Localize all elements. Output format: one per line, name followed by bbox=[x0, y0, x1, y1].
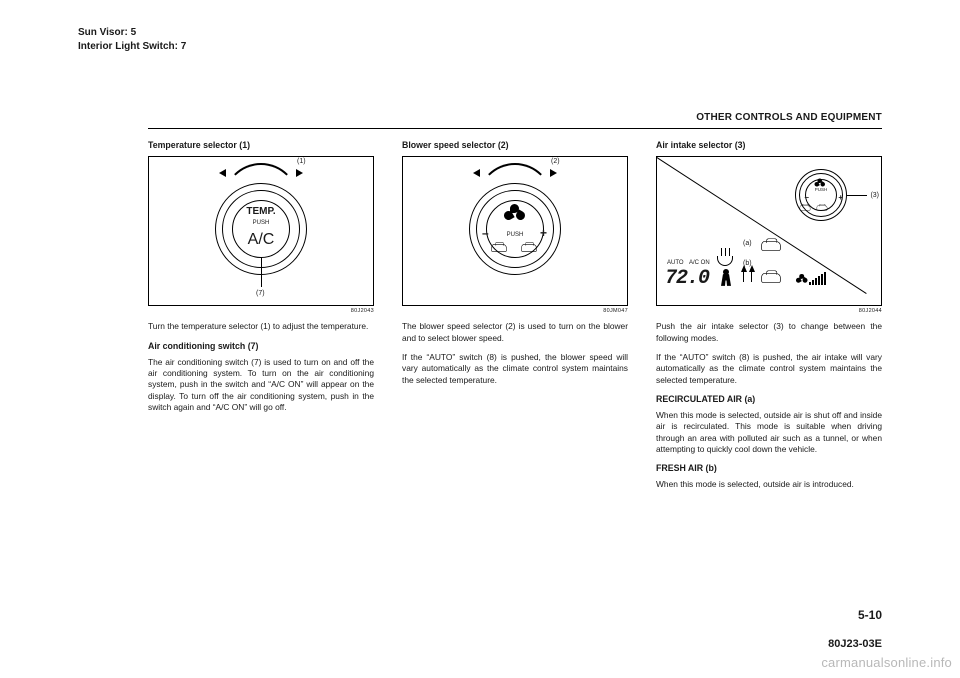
arc-arrow-left bbox=[219, 169, 226, 177]
intake-push-label: PUSH bbox=[805, 187, 837, 193]
callout-7: (7) bbox=[256, 289, 265, 298]
arrow-stem-2 bbox=[751, 272, 752, 282]
figure-temp-selector: (1) TEMP. PUSH A/C (7) bbox=[148, 156, 374, 306]
fig1-code: 80J2043 bbox=[148, 308, 374, 315]
divider-rule bbox=[148, 128, 882, 129]
intake-minus: – bbox=[805, 193, 809, 204]
section-title: OTHER CONTROLS AND EQUIPMENT bbox=[696, 112, 882, 123]
callout-1: (1) bbox=[297, 157, 306, 166]
col1-h2: Air conditioning switch (7) bbox=[148, 341, 374, 353]
col2-p1: The blower speed selector (2) is used to… bbox=[402, 321, 628, 344]
intake-plus: + bbox=[838, 193, 843, 204]
fig3-code: 80J2044 bbox=[656, 308, 882, 315]
fan-icon bbox=[504, 204, 526, 226]
fig2-code: 80JM047 bbox=[402, 308, 628, 315]
document-code: 80J23-03E bbox=[828, 638, 882, 650]
manual-page: Sun Visor: 5 Interior Light Switch: 7 OT… bbox=[0, 0, 960, 678]
dial-push-label: PUSH bbox=[149, 219, 373, 227]
fresh-car-icon bbox=[521, 244, 536, 252]
leader-7 bbox=[261, 257, 262, 287]
col3-h2: RECIRCULATED AIR (a) bbox=[656, 394, 882, 406]
figure-air-intake: PUSH – + (3) AUTO A/C ON 72.0 bbox=[656, 156, 882, 306]
header-line-1: Sun Visor: 5 bbox=[78, 26, 186, 40]
figure-blower-selector: (2) – + PUSH bbox=[402, 156, 628, 306]
content-columns: Temperature selector (1) (1) TEMP. PUSH … bbox=[148, 140, 882, 498]
arc2-arrow-left bbox=[473, 169, 480, 177]
col3-p2: If the “AUTO” switch (8) is pushed, the … bbox=[656, 352, 882, 386]
arrow-stem-1 bbox=[743, 272, 744, 282]
col2-heading: Blower speed selector (2) bbox=[402, 140, 628, 152]
header-line-2: Interior Light Switch: 7 bbox=[78, 40, 186, 54]
car-a-icon bbox=[761, 241, 781, 251]
page-number: 5-10 bbox=[858, 608, 882, 622]
intake-fresh-icon bbox=[817, 205, 828, 210]
dial-temp-label: TEMP. bbox=[149, 205, 373, 219]
callout-a: (a) bbox=[743, 239, 752, 248]
header-notes: Sun Visor: 5 Interior Light Switch: 7 bbox=[78, 26, 186, 54]
col3-heading: Air intake selector (3) bbox=[656, 140, 882, 152]
col3-p4: When this mode is selected, outside air … bbox=[656, 479, 882, 490]
col3-p1: Push the air intake selector (3) to chan… bbox=[656, 321, 882, 344]
callout-2: (2) bbox=[551, 157, 560, 166]
display-fan-icon bbox=[796, 274, 808, 286]
col3-h3: FRESH AIR (b) bbox=[656, 463, 882, 475]
column-1: Temperature selector (1) (1) TEMP. PUSH … bbox=[148, 140, 374, 498]
callout-b: (b) bbox=[743, 259, 752, 268]
person-icon bbox=[719, 269, 733, 287]
display-temp: 72.0 bbox=[665, 265, 709, 292]
col3-p3: When this mode is selected, outside air … bbox=[656, 410, 882, 455]
column-3: Air intake selector (3) PUSH – + bbox=[656, 140, 882, 498]
arc2-arrow-right bbox=[550, 169, 557, 177]
col1-p2: The air conditioning switch (7) is used … bbox=[148, 357, 374, 414]
arc-arrow-right bbox=[296, 169, 303, 177]
defrost-icon bbox=[717, 256, 733, 266]
callout-3: (3) bbox=[870, 191, 879, 200]
col2-p2: If the “AUTO” switch (8) is pushed, the … bbox=[402, 352, 628, 386]
recirculate-car-icon bbox=[491, 244, 506, 252]
car-b-icon bbox=[761, 273, 781, 283]
intake-recirculate-icon bbox=[800, 205, 811, 210]
leader-3 bbox=[847, 195, 867, 196]
fan-speed-bars-icon bbox=[809, 272, 826, 285]
watermark: carmanualsonline.info bbox=[821, 655, 952, 670]
dial-ac-label: A/C bbox=[149, 229, 373, 251]
blower-push-label: PUSH bbox=[403, 231, 627, 239]
column-2: Blower speed selector (2) (2) – + PUSH bbox=[402, 140, 628, 498]
col1-p1: Turn the temperature selector (1) to adj… bbox=[148, 321, 374, 332]
col1-heading: Temperature selector (1) bbox=[148, 140, 374, 152]
